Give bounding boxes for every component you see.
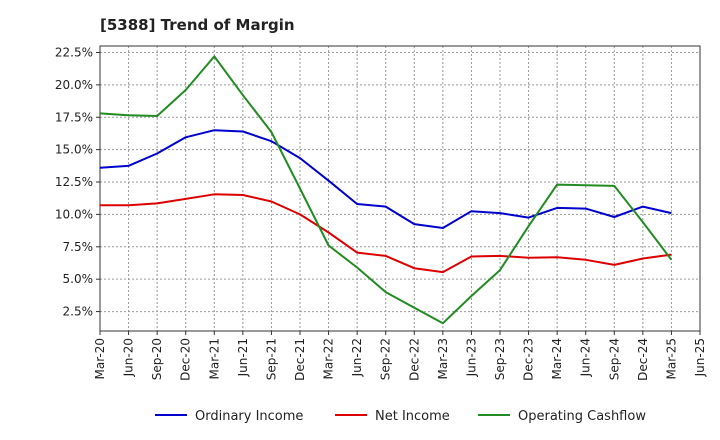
x-tick-label: Dec-21: [293, 338, 307, 381]
y-tick-label: 10.0%: [55, 207, 93, 221]
chart-title: [5388] Trend of Margin: [100, 16, 295, 34]
x-tick-label: Jun-25: [693, 338, 707, 377]
x-tick-label: Jun-22: [350, 338, 364, 377]
y-tick-label: 22.5%: [55, 45, 93, 59]
y-tick-label: 15.0%: [55, 143, 93, 157]
y-tick-label: 20.0%: [55, 78, 93, 92]
series-line-operating-cashflow: [99, 55, 673, 325]
x-tick-label: Sep-22: [379, 338, 393, 380]
y-tick-label: 7.5%: [63, 240, 94, 254]
x-tick-label: Sep-24: [607, 338, 621, 380]
series-line-net-income: [100, 193, 672, 274]
grid: [100, 46, 700, 331]
x-tick-label: Dec-22: [407, 338, 421, 381]
legend-label: Operating Cashflow: [518, 409, 646, 424]
plot-frame: [99, 45, 701, 332]
x-tick-label: Jun-20: [122, 338, 136, 377]
x-tick-label: Sep-20: [150, 338, 164, 380]
x-tick-label: Sep-23: [493, 338, 507, 380]
x-tick-label: Dec-20: [179, 338, 193, 381]
y-tick-label: 17.5%: [55, 110, 93, 124]
x-tick-label: Dec-24: [636, 338, 650, 381]
x-tick-label: Sep-21: [264, 338, 278, 380]
y-tick-label: 12.5%: [55, 175, 93, 189]
x-tick-label: Mar-23: [436, 338, 450, 379]
x-tick-label: Mar-20: [93, 338, 107, 379]
y-tick-label: 2.5%: [63, 305, 94, 319]
series-line-ordinary-income: [99, 129, 672, 229]
legend: Ordinary Income Net Income Operating Cashf…: [155, 409, 646, 424]
x-tick-label: Jun-24: [579, 338, 593, 377]
x-tick-label: Dec-23: [522, 338, 536, 381]
y-tick-label: 5.0%: [63, 272, 94, 286]
plot-border: [99, 45, 701, 332]
x-tick-label: Mar-25: [664, 338, 678, 379]
x-tick-label: Mar-21: [207, 338, 221, 379]
series-lines: [99, 55, 673, 325]
legend-label: Ordinary Income: [195, 409, 303, 424]
legend-label: Net Income: [375, 409, 450, 424]
x-tick-label: Mar-24: [550, 338, 564, 379]
x-tick-label: Jun-23: [464, 338, 478, 377]
x-tick-label: Jun-21: [236, 338, 250, 377]
x-tick-label: Mar-22: [322, 338, 336, 379]
x-axis-ticks: Mar-20 Jun-20 Sep-20 Dec-20 Mar-21 Jun-21 Sep-…: [93, 331, 707, 381]
y-axis-ticks: 2.5% 5.0% 7.5% 10.0% 12.5% 15.0% 17.5% 20.0% 22.…: [55, 45, 100, 319]
